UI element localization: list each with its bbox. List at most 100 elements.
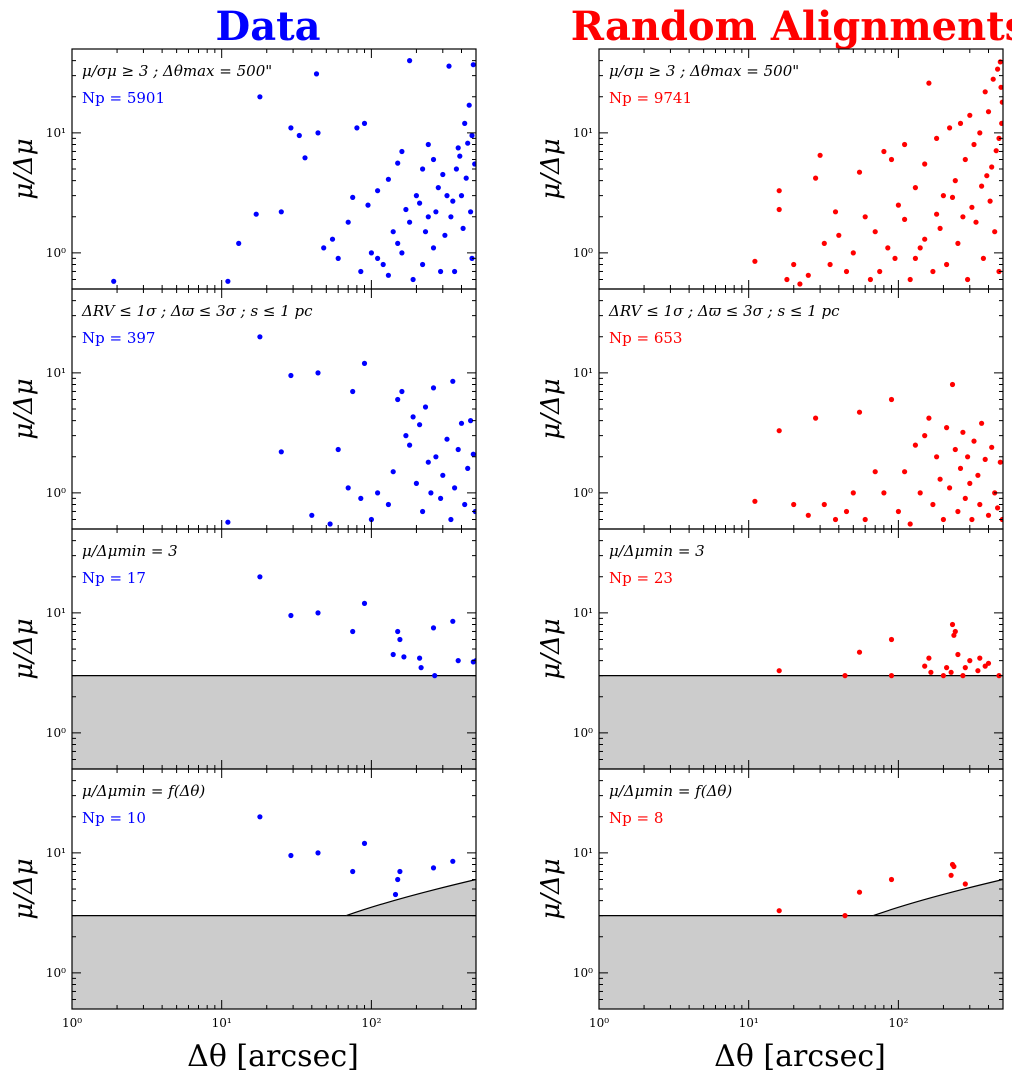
points	[752, 381, 1003, 527]
y-tick-label: 10⁰	[46, 966, 66, 980]
y-axis-label: μ/Δμ	[9, 618, 39, 679]
data-point	[440, 472, 446, 478]
panel-count: Np = 23	[609, 569, 673, 587]
threshold-region	[72, 675, 476, 769]
data-point	[463, 175, 469, 181]
data-point	[934, 135, 940, 141]
data-point	[960, 429, 966, 435]
panel-count: Np = 10	[82, 809, 146, 827]
data-point	[418, 665, 424, 671]
data-point	[462, 120, 468, 126]
data-point	[930, 268, 936, 275]
data-point	[450, 858, 456, 864]
data-point	[957, 120, 964, 126]
data-point	[872, 469, 878, 475]
data-point	[850, 250, 856, 256]
data-point	[470, 62, 476, 68]
data-point	[455, 145, 461, 151]
data-point	[752, 258, 758, 264]
data-point	[965, 276, 971, 283]
data-point	[444, 436, 450, 442]
data-point	[350, 868, 356, 875]
data-point	[926, 655, 932, 661]
data-point	[365, 202, 371, 208]
data-point	[225, 278, 231, 284]
y-tick-label: 10¹	[573, 366, 593, 380]
y-tick-label: 10⁰	[573, 246, 593, 260]
data-point	[952, 178, 958, 184]
data-point	[395, 628, 401, 635]
data-point	[458, 420, 465, 426]
data-point	[368, 250, 374, 256]
data-point	[842, 673, 848, 679]
data-point	[949, 621, 956, 628]
data-point	[832, 209, 839, 215]
x-tick-label: 10¹	[739, 1016, 759, 1030]
data-point	[257, 814, 263, 820]
data-point	[399, 148, 405, 155]
data-point	[805, 272, 811, 278]
y-axis-label: μ/Δμ	[9, 378, 39, 439]
data-point	[395, 160, 401, 166]
data-point	[413, 193, 419, 199]
data-point	[354, 125, 360, 131]
y-tick-label: 10⁰	[46, 726, 66, 740]
data-point	[982, 89, 988, 95]
data-point	[999, 120, 1003, 126]
data-point	[856, 649, 863, 655]
panel-frame	[598, 48, 1004, 290]
data-point	[236, 240, 242, 246]
y-tick-label: 10¹	[46, 846, 66, 860]
points	[752, 59, 1003, 287]
data-point	[430, 865, 437, 871]
data-point	[288, 852, 294, 859]
data-point	[949, 381, 956, 388]
data-point	[928, 669, 934, 675]
data-point	[926, 415, 932, 421]
y-tick-label: 10⁰	[573, 966, 593, 980]
y-axis-label: μ/Δμ	[536, 618, 566, 679]
data-point	[450, 198, 456, 204]
data-point	[962, 881, 968, 887]
data-point	[888, 636, 895, 643]
y-tick-label: 10⁰	[573, 486, 593, 500]
data-point	[444, 193, 450, 199]
data-point	[947, 485, 953, 491]
data-point	[881, 490, 887, 496]
data-point	[952, 628, 958, 635]
data-point	[907, 521, 913, 527]
data-point	[335, 255, 341, 261]
data-point	[979, 420, 985, 426]
data-point	[448, 214, 454, 220]
data-point	[992, 229, 998, 235]
data-point	[836, 232, 842, 238]
data-point	[428, 490, 434, 496]
data-point	[791, 261, 797, 268]
data-point	[350, 388, 356, 395]
data-point	[969, 516, 975, 523]
data-point	[776, 908, 782, 914]
data-point	[302, 155, 308, 161]
data-point	[995, 66, 1001, 72]
data-point	[430, 245, 437, 251]
data-point	[452, 268, 458, 275]
x-axis-label-left: Δθ [arcsec]	[187, 1039, 359, 1074]
data-point	[452, 485, 458, 491]
data-point	[407, 58, 413, 64]
data-point	[460, 225, 466, 231]
data-point	[975, 472, 981, 478]
data-point	[995, 505, 1001, 511]
data-point	[410, 276, 416, 283]
y-axis-label: μ/Δμ	[9, 138, 39, 199]
data-point	[430, 385, 437, 391]
data-point	[949, 194, 956, 200]
panel-count: Np = 8	[609, 809, 663, 827]
data-point	[432, 673, 438, 679]
data-point	[278, 209, 284, 215]
panel-frame	[598, 288, 1004, 530]
data-point	[448, 516, 454, 523]
data-point	[885, 245, 891, 251]
data-point	[922, 236, 928, 242]
y-tick-label: 10¹	[46, 366, 66, 380]
y-axis-label: μ/Δμ	[536, 858, 566, 919]
